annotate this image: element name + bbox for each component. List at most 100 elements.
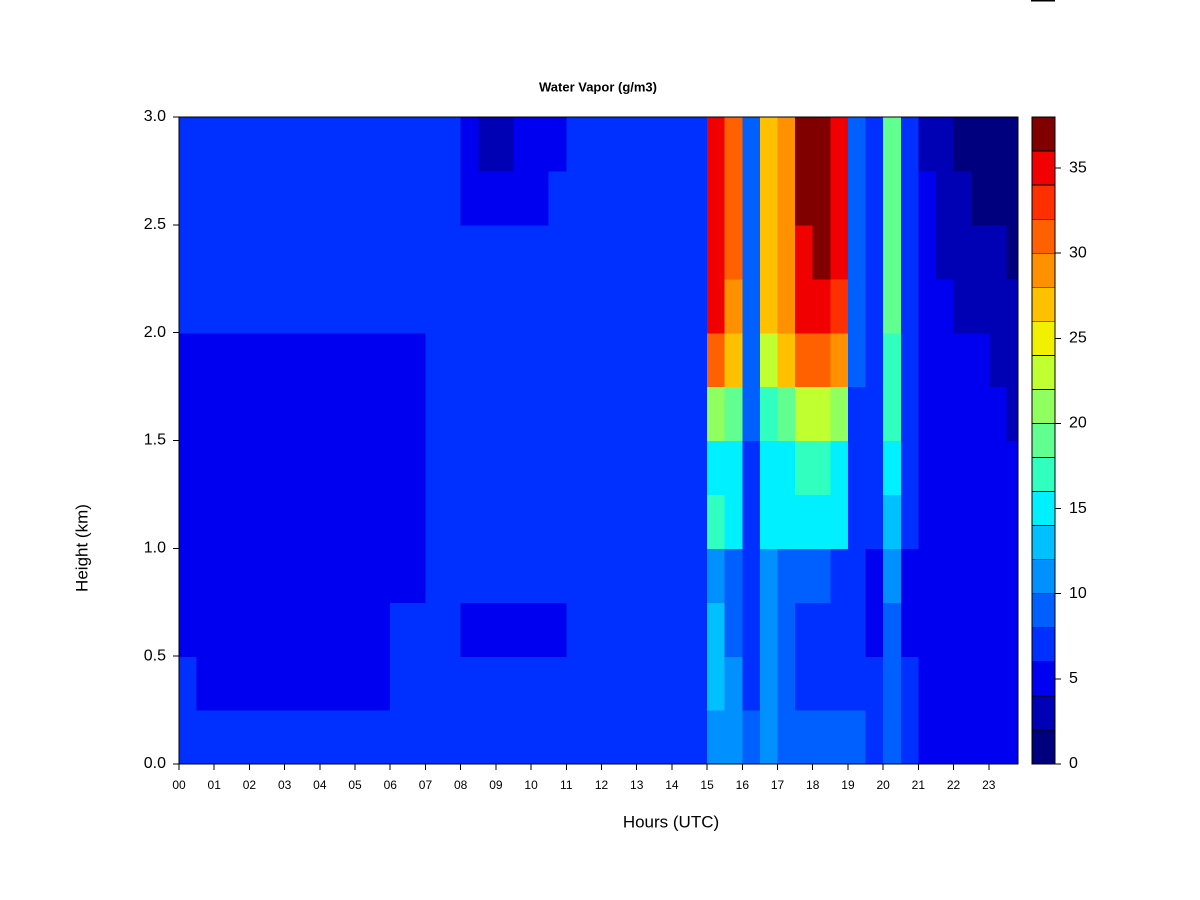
- contour-cell: [548, 494, 567, 549]
- contour-cell: [284, 548, 303, 603]
- contour-cell: [267, 602, 286, 657]
- contour-cell: [249, 710, 268, 764]
- contour-cell: [900, 656, 919, 711]
- contour-cell: [777, 548, 796, 603]
- x-tick-label: 05: [348, 778, 362, 792]
- contour-cell: [372, 710, 391, 764]
- contour-cell: [795, 548, 814, 603]
- contour-cell: [847, 710, 867, 764]
- contour-cell: [812, 117, 831, 172]
- contour-cell: [619, 386, 638, 442]
- contour-cell: [531, 548, 550, 603]
- contour-cell: [513, 440, 532, 496]
- contour-cell: [671, 332, 691, 388]
- contour-cell: [689, 548, 708, 603]
- contour-cell: [812, 332, 831, 388]
- contour-cell: [900, 494, 919, 549]
- contour-cell: [390, 278, 409, 334]
- contour-cell: [495, 602, 515, 657]
- contour-cell: [1006, 224, 1018, 280]
- contour-cell: [988, 224, 1007, 280]
- contour-cell: [724, 440, 743, 496]
- contour-cell: [1006, 386, 1018, 442]
- contour-cell: [988, 170, 1007, 226]
- contour-cell: [636, 170, 655, 226]
- contour-cell: [566, 224, 585, 280]
- contour-cell: [196, 332, 215, 388]
- x-tick-label: 18: [806, 778, 820, 792]
- contour-cell: [953, 440, 972, 496]
- contour-cell: [267, 278, 286, 334]
- colorbar-box: [1031, 116, 1056, 152]
- contour-cell: [179, 117, 198, 172]
- contour-cell: [214, 332, 233, 388]
- contour-cell: [513, 656, 532, 711]
- colorbar-box: [1031, 627, 1056, 663]
- contour-cell: [883, 117, 902, 172]
- contour-cell: [988, 278, 1007, 334]
- contour-cell: [407, 170, 427, 226]
- contour-cell: [355, 602, 374, 657]
- contour-cell: [267, 224, 286, 280]
- contour-cell: [883, 386, 902, 442]
- contour-cell: [619, 224, 638, 280]
- contour-cell: [636, 548, 655, 603]
- contour-cell: [883, 548, 902, 603]
- contour-cell: [460, 278, 479, 334]
- contour-cell: [495, 278, 515, 334]
- contour-cell: [460, 224, 479, 280]
- contour-cell: [337, 332, 356, 388]
- contour-cell: [302, 602, 321, 657]
- contour-cell: [1006, 170, 1018, 226]
- contour-cell: [759, 548, 779, 603]
- x-tick-label: 06: [384, 778, 398, 792]
- contour-cell: [443, 656, 462, 711]
- contour-cell: [249, 224, 268, 280]
- contour-cell: [689, 117, 708, 172]
- contour-cell: [988, 117, 1007, 172]
- contour-cell: [407, 224, 427, 280]
- contour-cell: [777, 278, 796, 334]
- contour-cell: [865, 278, 884, 334]
- contour-cell: [988, 332, 1007, 388]
- contour-cell: [935, 548, 955, 603]
- contour-cell: [777, 602, 796, 657]
- contour-cell: [742, 656, 761, 711]
- contour-cell: [953, 386, 972, 442]
- contour-cell: [865, 386, 884, 442]
- contour-cell: [707, 117, 726, 172]
- contour-cell: [935, 710, 955, 764]
- contour-cell: [953, 656, 972, 711]
- contour-cell: [583, 494, 603, 549]
- contour-cell: [513, 602, 532, 657]
- contour-cell: [231, 386, 251, 442]
- contour-cell: [196, 710, 215, 764]
- contour-cell: [671, 548, 691, 603]
- contour-cell: [935, 170, 955, 226]
- contour-cell: [337, 494, 356, 549]
- contour-cell: [355, 440, 374, 496]
- contour-cell: [531, 656, 550, 711]
- contour-cell: [865, 224, 884, 280]
- contour-cell: [196, 494, 215, 549]
- contour-cell: [407, 656, 427, 711]
- contour-cell: [513, 548, 532, 603]
- contour-cell: [390, 656, 409, 711]
- contour-cell: [319, 548, 339, 603]
- y-tick-label: 0.0: [144, 755, 166, 772]
- contour-cell: [460, 386, 479, 442]
- contour-cell: [847, 548, 867, 603]
- contour-cell: [707, 278, 726, 334]
- contour-cell: [812, 656, 831, 711]
- contour-cell: [795, 170, 814, 226]
- contour-cell: [460, 494, 479, 549]
- contour-cell: [971, 386, 990, 442]
- contour-cell: [284, 602, 303, 657]
- contour-cell: [795, 602, 814, 657]
- contour-cell: [724, 656, 743, 711]
- contour-cell: [953, 170, 972, 226]
- contour-cell: [548, 386, 567, 442]
- contour-cell: [179, 440, 198, 496]
- contour-cell: [601, 548, 620, 603]
